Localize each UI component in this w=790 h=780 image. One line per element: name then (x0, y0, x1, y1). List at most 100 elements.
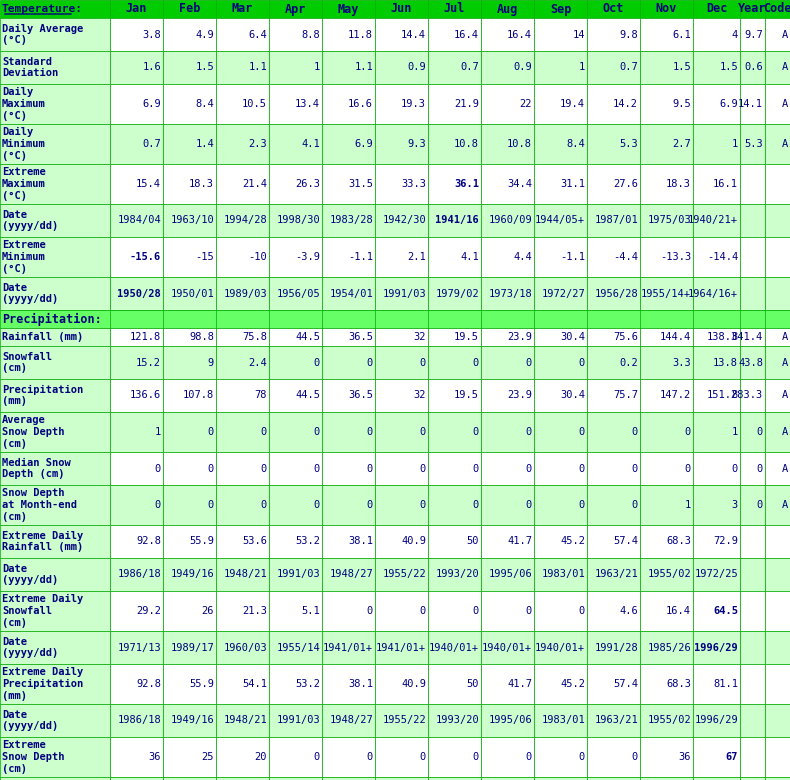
Bar (481, 412, 534, 452)
Bar (587, 452, 640, 485)
Text: 14: 14 (573, 30, 585, 40)
Bar (693, 591, 740, 631)
Bar (0, 704, 110, 737)
Bar (640, 737, 693, 777)
Text: A: A (782, 357, 788, 367)
Text: 1948/27: 1948/27 (329, 715, 373, 725)
Text: 0: 0 (367, 752, 373, 762)
Bar (587, 0, 640, 18)
Text: 1944/05+: 1944/05+ (535, 215, 585, 225)
Text: 1960/09: 1960/09 (488, 215, 532, 225)
Bar (534, 164, 587, 204)
Text: 0: 0 (757, 500, 763, 510)
Bar (587, 346, 640, 379)
Bar (534, 124, 587, 164)
Bar (693, 452, 740, 485)
Bar (110, 346, 163, 379)
Bar (322, 525, 375, 558)
Bar (534, 777, 587, 780)
Text: 8.4: 8.4 (566, 139, 585, 149)
Text: 10.5: 10.5 (242, 99, 267, 109)
Text: 0.7: 0.7 (461, 62, 479, 73)
Bar (428, 0, 481, 18)
Text: 4.1: 4.1 (301, 139, 320, 149)
Text: 31.5: 31.5 (348, 179, 373, 189)
Bar (740, 452, 765, 485)
Bar (322, 124, 375, 164)
Text: 0: 0 (419, 752, 426, 762)
Text: 1971/13: 1971/13 (117, 643, 161, 653)
Bar (640, 412, 693, 452)
Bar (163, 591, 216, 631)
Bar (765, 485, 790, 525)
Bar (640, 237, 693, 277)
Bar (428, 277, 481, 310)
Text: 1998/30: 1998/30 (276, 215, 320, 225)
Text: 21.9: 21.9 (454, 99, 479, 109)
Bar (110, 558, 163, 591)
Text: 0: 0 (367, 427, 373, 437)
Text: 14.2: 14.2 (613, 99, 638, 109)
Bar (740, 18, 765, 51)
Bar (693, 664, 740, 704)
Text: 0: 0 (757, 427, 763, 437)
Bar (640, 124, 693, 164)
Bar (110, 631, 163, 664)
Bar (163, 204, 216, 237)
Text: 0: 0 (757, 463, 763, 473)
Bar (0, 310, 790, 328)
Bar (216, 346, 269, 379)
Bar (481, 164, 534, 204)
Text: Date
(yyyy/dd): Date (yyyy/dd) (2, 636, 58, 658)
Text: 0: 0 (261, 500, 267, 510)
Bar (740, 379, 765, 412)
Bar (322, 558, 375, 591)
Bar (534, 84, 587, 124)
Text: 13.8: 13.8 (713, 357, 738, 367)
Text: Date
(yyyy/dd): Date (yyyy/dd) (2, 282, 58, 304)
Text: 1955/14+: 1955/14+ (641, 289, 691, 299)
Bar (428, 777, 481, 780)
Bar (740, 237, 765, 277)
Text: 8.8: 8.8 (301, 30, 320, 40)
Bar (0, 664, 110, 704)
Text: 0: 0 (632, 752, 638, 762)
Text: 0: 0 (155, 463, 161, 473)
Bar (481, 18, 534, 51)
Text: Precipitation:: Precipitation: (2, 313, 102, 325)
Bar (765, 591, 790, 631)
Bar (534, 328, 587, 346)
Bar (740, 328, 765, 346)
Bar (587, 777, 640, 780)
Bar (110, 18, 163, 51)
Bar (269, 777, 322, 780)
Bar (110, 525, 163, 558)
Text: 38.1: 38.1 (348, 537, 373, 547)
Bar (587, 525, 640, 558)
Text: 1963/10: 1963/10 (171, 215, 214, 225)
Text: 14.1: 14.1 (738, 99, 763, 109)
Bar (110, 277, 163, 310)
Text: 36: 36 (679, 752, 691, 762)
Text: 64.5: 64.5 (713, 606, 738, 616)
Bar (740, 164, 765, 204)
Text: -1.1: -1.1 (348, 252, 373, 262)
Text: 0: 0 (632, 463, 638, 473)
Bar (0, 0, 110, 18)
Bar (322, 452, 375, 485)
Text: 68.3: 68.3 (666, 537, 691, 547)
Text: 0: 0 (419, 606, 426, 616)
Bar (534, 485, 587, 525)
Text: 1.5: 1.5 (195, 62, 214, 73)
Text: -15: -15 (195, 252, 214, 262)
Text: 1955/22: 1955/22 (382, 715, 426, 725)
Bar (428, 525, 481, 558)
Text: 19.3: 19.3 (401, 99, 426, 109)
Bar (322, 328, 375, 346)
Bar (640, 346, 693, 379)
Text: 19.5: 19.5 (454, 391, 479, 400)
Bar (216, 704, 269, 737)
Text: 54.1: 54.1 (242, 679, 267, 689)
Bar (765, 777, 790, 780)
Bar (322, 737, 375, 777)
